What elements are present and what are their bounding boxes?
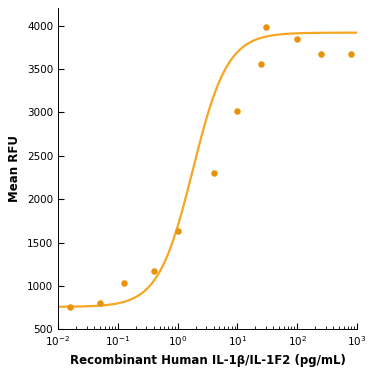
Point [263,24,269,30]
Point [318,51,324,57]
Point [348,51,354,57]
Point [67,304,73,310]
Point [211,170,217,176]
Point [151,268,157,274]
Point [97,300,103,306]
Y-axis label: Mean RFU: Mean RFU [8,135,21,202]
Point [121,280,127,286]
Point [234,108,240,114]
Point [258,61,264,67]
X-axis label: Recombinant Human IL-1β/IL-1F2 (pg/mL): Recombinant Human IL-1β/IL-1F2 (pg/mL) [69,354,345,367]
Point [294,36,300,42]
Point [175,228,181,234]
